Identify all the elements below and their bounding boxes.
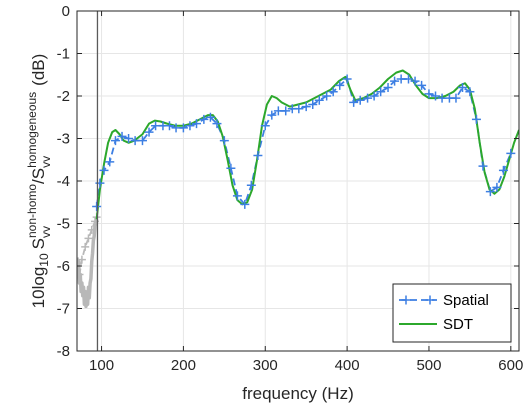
spatial-data-point <box>192 119 202 129</box>
spatial-data-point <box>478 161 488 171</box>
spatial-data-point <box>260 121 270 131</box>
x-axis-label: frequency (Hz) <box>242 384 353 403</box>
spatial-data-point <box>137 136 147 146</box>
spatial-data-point <box>110 136 120 146</box>
x-tick-label: 600 <box>498 357 523 374</box>
y-tick-label: -1 <box>57 46 70 63</box>
spatial-data-point <box>267 110 277 120</box>
spatial-data-point <box>212 119 222 129</box>
spatial-data-point <box>95 178 105 188</box>
legend-marker <box>425 295 435 305</box>
x-tick-label: 500 <box>416 357 441 374</box>
y-tick-label: -4 <box>57 173 70 190</box>
spatial-data-point <box>253 151 263 160</box>
legend-label-sdt: SDT <box>443 316 473 333</box>
spatial-data-point <box>383 83 393 92</box>
spatial-data-point <box>451 93 461 103</box>
spatial-data-point <box>124 134 134 143</box>
spatial-data-point <box>349 97 359 107</box>
gray-jagged-line <box>77 218 99 309</box>
x-tick-label: 100 <box>89 357 114 374</box>
series-lines <box>92 69 519 220</box>
legend-markers-spatial <box>401 295 435 305</box>
y-tick-label: -7 <box>57 301 70 318</box>
spatial-data-point <box>308 100 318 109</box>
y-label-num-sub: vv <box>39 226 53 238</box>
y-label-den-sub: vv <box>39 156 53 168</box>
spatial-data-point <box>376 87 386 97</box>
spatial-data-point <box>335 80 345 90</box>
legend: Spatial SDT <box>392 283 512 343</box>
spatial-data-point <box>492 182 502 192</box>
y-tick-label: -3 <box>57 131 70 148</box>
spatial-data-point <box>199 114 209 124</box>
spatial-data-point <box>506 148 516 158</box>
spatial-data-point <box>404 74 413 84</box>
spatial-data-point <box>105 157 115 167</box>
spatial-data-point <box>424 89 434 99</box>
spatial-data-point <box>410 76 420 86</box>
spatial-data-point <box>144 127 154 137</box>
y-tick-label: -5 <box>57 216 70 233</box>
spatial-data-point <box>328 87 338 97</box>
spatial-data-point <box>369 91 379 101</box>
y-tick-label: -2 <box>57 88 70 105</box>
spatial-data-point <box>314 95 324 105</box>
spatial-data-point <box>219 136 229 146</box>
x-tick-label: 400 <box>335 357 360 374</box>
x-tick-label: 200 <box>171 357 196 374</box>
y-label-num-sup: non-homo <box>25 184 39 238</box>
spatial-data-point <box>226 163 236 173</box>
spatial-data-point <box>294 104 304 114</box>
y-tick-label: 0 <box>62 3 70 20</box>
x-tick-label: 300 <box>253 357 278 374</box>
spatial-data-point <box>465 87 475 97</box>
y-label-prefix: 10log <box>29 267 48 309</box>
gray-data-point <box>81 242 90 251</box>
spatial-data-point <box>240 199 250 209</box>
y-tick-label: -8 <box>57 343 70 360</box>
spatial-data-point <box>471 114 481 124</box>
spatial-data-point <box>458 83 468 92</box>
gray-data-point <box>87 225 96 234</box>
spatial-data-point <box>355 95 365 105</box>
spatial-data-point <box>281 106 291 116</box>
spatial-data-point <box>185 121 195 131</box>
axis-ticks: 100 200 300 400 500 600 0 -1 -2 -3 -4 -5 -6 -7 -8 <box>57 3 524 374</box>
y-tick-label: -6 <box>57 258 70 275</box>
spatial-data-point <box>178 123 188 133</box>
gray-data-point <box>77 270 84 279</box>
spatial-data-point <box>164 121 174 131</box>
spatial-data-point <box>232 191 242 201</box>
spatial-data-point <box>431 91 441 101</box>
spatial-data-point <box>363 93 373 103</box>
spatial-data-point <box>117 131 127 141</box>
legend-box <box>392 283 512 343</box>
spatial-data-point <box>485 187 495 197</box>
spatial-data-point <box>92 202 102 211</box>
legend-label-spatial: Spatial <box>443 292 489 309</box>
y-label-den-base: S <box>29 168 48 179</box>
spatial-data-point <box>498 165 508 175</box>
spatial-data-point <box>246 180 256 190</box>
y-label-prefix-sub: 10 <box>37 253 51 267</box>
spatial-data-point <box>205 112 215 122</box>
legend-marker <box>401 295 411 305</box>
y-label-num-base: S <box>29 238 48 249</box>
spatial-data-point <box>99 165 109 175</box>
spatial-data-point <box>342 74 352 84</box>
y-label-units: (dB) <box>29 54 48 86</box>
sdt-line <box>95 69 519 220</box>
y-label-slash: / <box>29 179 48 184</box>
spatial-data-point <box>322 91 332 101</box>
y-axis-label: 10log10Snon-homovv/Shomogeneousvv(dB) <box>25 54 53 309</box>
spatial-data-point <box>417 80 427 90</box>
gray-data-point <box>84 234 93 243</box>
spatial-data-point <box>301 102 311 112</box>
y-label-den-sup: homogeneous <box>25 92 39 168</box>
gray-data-point <box>77 255 86 264</box>
spatial-data-point <box>390 76 400 86</box>
